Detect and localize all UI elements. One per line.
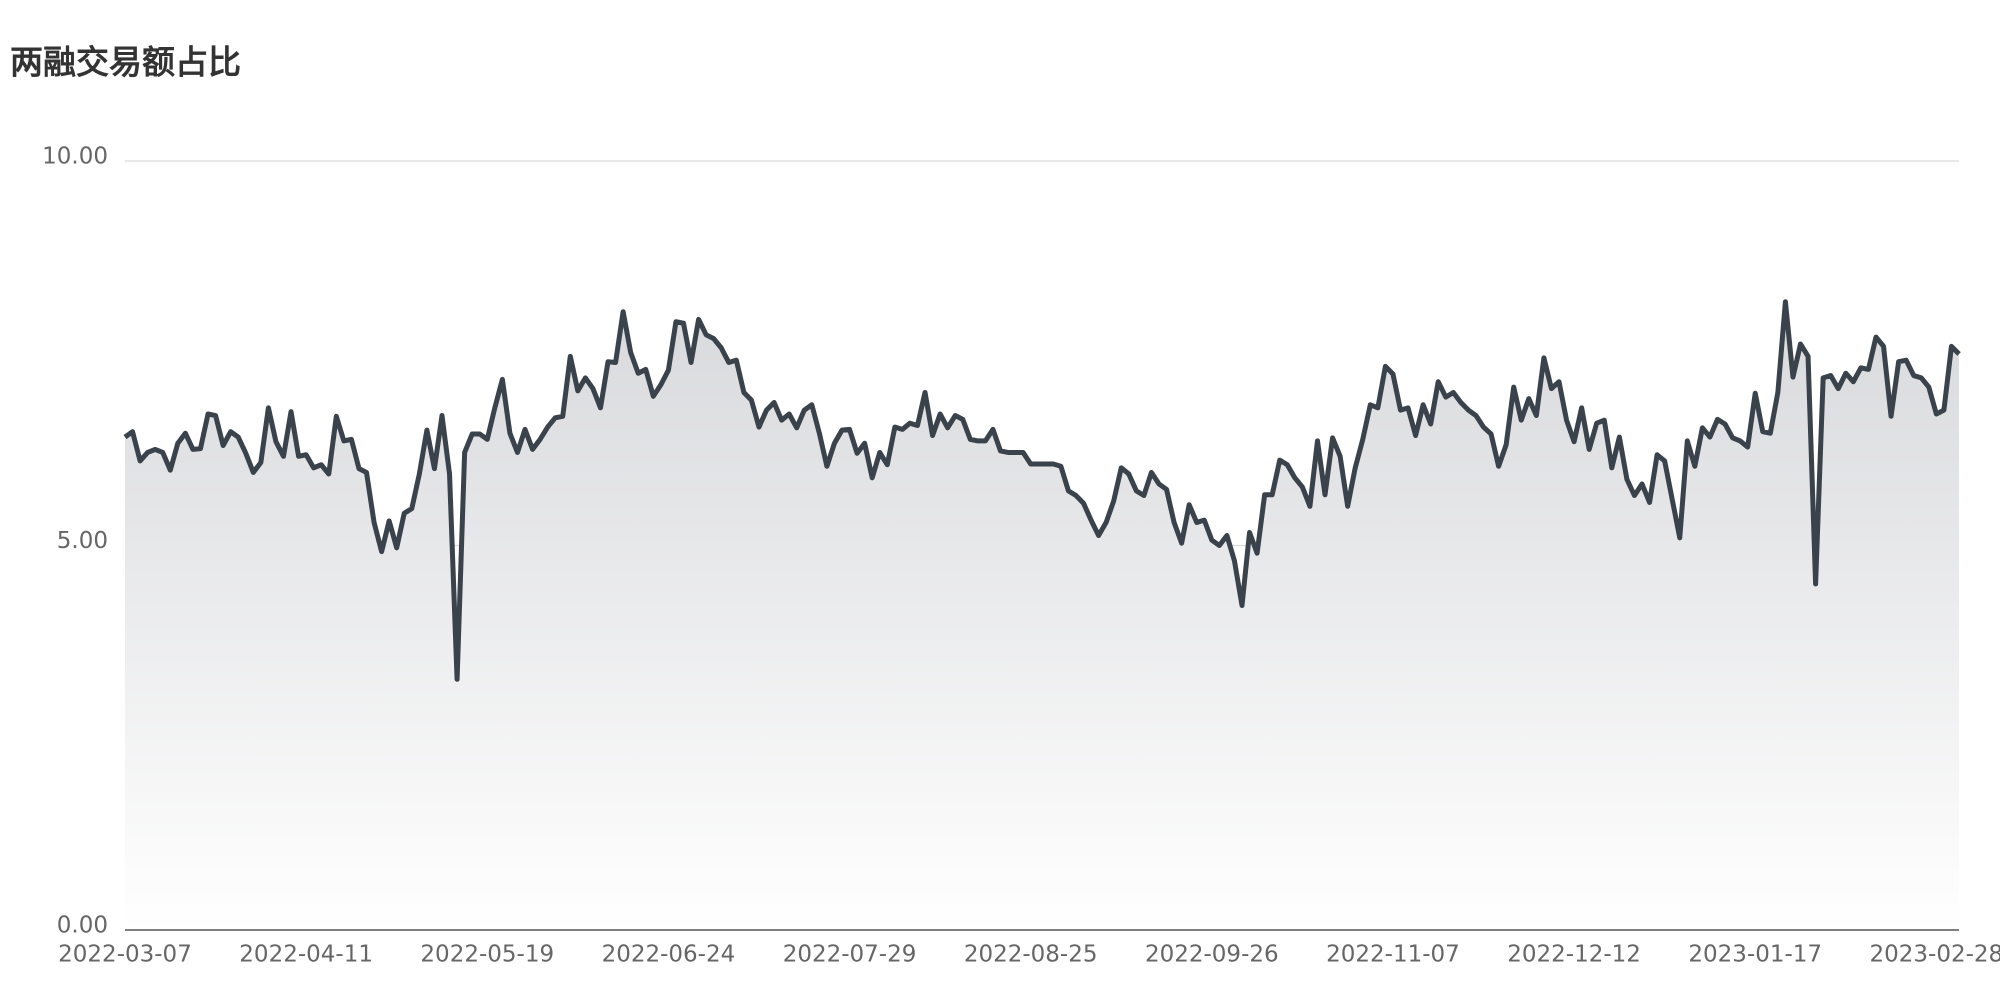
x-tick-label: 2022-11-07 [1326, 942, 1460, 968]
chart-title: 两融交易额占比 [10, 43, 241, 82]
x-tick-label: 2022-07-29 [783, 942, 917, 968]
area [125, 301, 1959, 931]
x-tick-label: 2022-05-19 [420, 942, 554, 968]
x-tick-label: 2022-04-11 [239, 942, 373, 968]
x-tick-label: 2022-12-12 [1507, 942, 1641, 968]
x-tick-label: 2023-01-17 [1688, 942, 1822, 968]
x-tick-label: 2022-03-07 [58, 942, 192, 968]
line [123, 299, 1961, 682]
y-tick-label: 5.00 [57, 528, 108, 554]
x-tick-label: 2022-06-24 [602, 942, 736, 968]
x-tick-label: 2022-09-26 [1145, 942, 1279, 968]
y-tick-label: 10.00 [42, 144, 108, 170]
x-tick-label: 2023-02-28 [1870, 942, 2000, 968]
y-tick-label: 0.00 [57, 913, 108, 939]
x-tick-label: 2022-08-25 [964, 942, 1098, 968]
